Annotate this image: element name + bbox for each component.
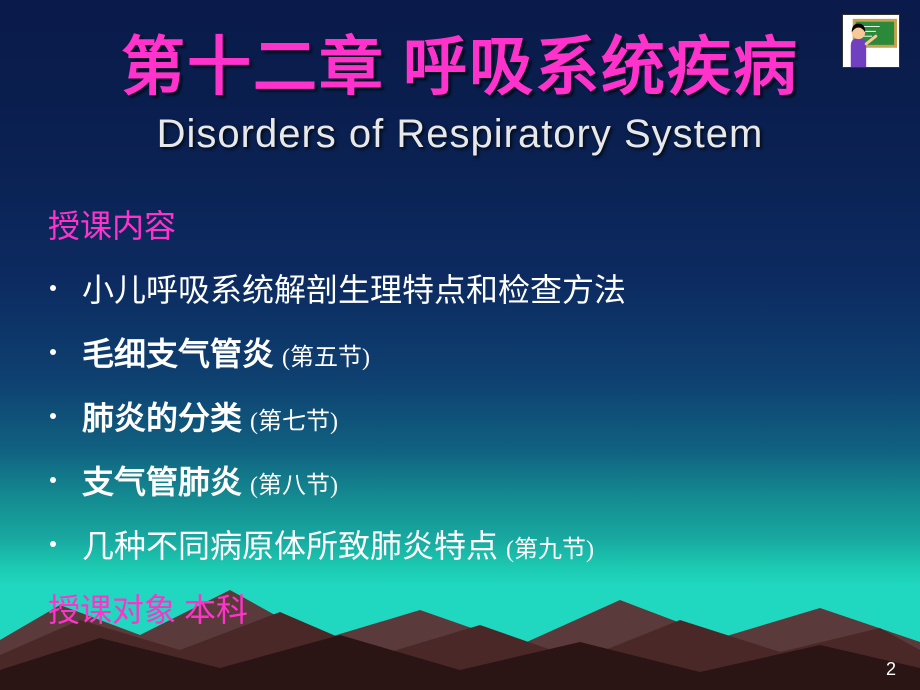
bullet-note: (第七节) [250,401,338,436]
bullet-label: 小儿呼吸系统解剖生理特点和检查方法 [82,265,626,311]
bullet-dot-icon [50,285,56,291]
chapter-title: 第十二章 呼吸系统疾病 [40,16,880,108]
audience: 授课对象 本科 [48,585,880,631]
bullet-dot-icon [50,477,56,483]
bullet-dot-icon [50,541,56,547]
bullet-note: (第九节) [506,529,594,564]
bullet-label: 毛细支气管炎 [82,329,274,375]
page-number: 2 [886,659,896,680]
bullet-item: 几种不同病原体所致肺炎特点(第九节) [50,521,880,567]
bullet-item: 小儿呼吸系统解剖生理特点和检查方法 [50,265,880,311]
teacher-icon [842,14,900,68]
section-head: 授课内容 [48,201,880,247]
slide-content: 第十二章 呼吸系统疾病 Disorders of Respiratory Sys… [0,0,920,631]
bullet-label: 几种不同病原体所致肺炎特点 [82,521,498,567]
bullet-note: (第八节) [250,465,338,500]
bullet-label: 肺炎的分类 [82,393,242,439]
bullet-item: 支气管肺炎(第八节) [50,457,880,503]
bullet-item: 毛细支气管炎(第五节) [50,329,880,375]
bullet-dot-icon [50,349,56,355]
bullet-dot-icon [50,413,56,419]
bullet-list: 小儿呼吸系统解剖生理特点和检查方法毛细支气管炎(第五节)肺炎的分类(第七节)支气… [50,265,880,567]
subtitle: Disorders of Respiratory System [40,112,880,157]
bullet-item: 肺炎的分类(第七节) [50,393,880,439]
bullet-note: (第五节) [282,337,370,372]
bullet-label: 支气管肺炎 [82,457,242,503]
